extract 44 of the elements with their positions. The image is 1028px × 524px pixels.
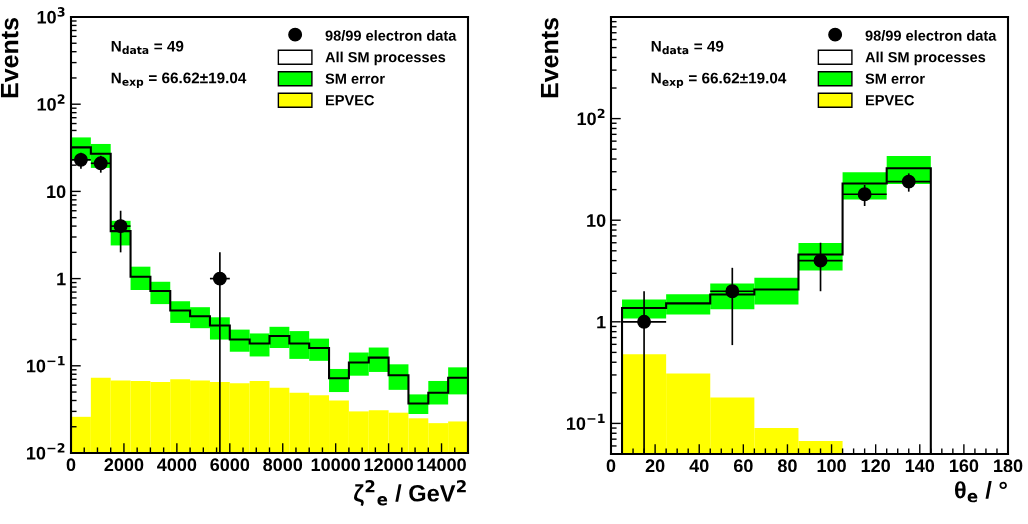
annotation: N$_{data}$ = 49	[111, 40, 184, 55]
y-tick-label: 10	[47, 185, 66, 199]
legend-label: All SM processes	[325, 51, 446, 66]
y-tick-label: 10$^{3}$	[37, 7, 65, 24]
x-axis-title: θ$_{e}$ / °	[954, 481, 1007, 503]
y-tick-label: 1	[57, 272, 66, 286]
x-tick-label: 10000	[311, 458, 361, 472]
annotation: N$_{data}$ = 49	[651, 40, 724, 55]
x-tick-label: 14000	[417, 458, 466, 472]
x-tick-label: 80	[777, 459, 797, 473]
x-tick-label: 4000	[157, 458, 197, 472]
x-tick-label: 8000	[263, 458, 303, 472]
legend-label: SM error	[325, 73, 385, 84]
x-tick-label: 0	[606, 459, 616, 473]
x-tick-label: 6000	[210, 458, 250, 472]
legend-label: EPVEC	[866, 95, 915, 106]
legend-label: EPVEC	[326, 95, 375, 106]
x-tick-label: 2000	[104, 458, 144, 472]
x-tick-label: 0	[66, 458, 76, 472]
x-tick-label: 20	[645, 459, 665, 473]
legend-label: 98/99 electron data	[325, 30, 457, 41]
y-axis-title: Events	[540, 18, 559, 98]
y-tick-label: 10	[587, 214, 606, 227]
y-axis-title: Events	[0, 18, 19, 98]
y-tick-label: 10$^{−1}$	[567, 413, 605, 431]
legend-label: SM error	[865, 73, 925, 84]
x-tick-label: 140	[905, 459, 935, 473]
y-tick-label: 10$^{2}$	[37, 94, 65, 111]
x-tick-label: 160	[949, 459, 979, 473]
x-tick-label: 100	[817, 459, 846, 473]
y-tick-label: 10$^{2}$	[577, 108, 605, 126]
y-tick-label: 1	[597, 315, 606, 329]
annotation: N$_{exp}$ = 66.62±19.04	[651, 72, 787, 89]
x-tick-label: 120	[861, 459, 890, 473]
x-tick-label: 12000	[364, 458, 413, 472]
y-tick-label: 10$^{−2}$	[27, 443, 65, 460]
legend-label: 98/99 electron data	[865, 30, 997, 41]
annotation: N$_{exp}$ = 66.62±19.04	[111, 72, 247, 88]
x-axis-title: ζ$^{2}$$_{e}$ / GeV$^{2}$	[354, 480, 466, 506]
x-tick-label: 40	[689, 459, 709, 473]
legend-label: All SM processes	[865, 51, 986, 66]
y-tick-label: 10$^{−1}$	[27, 356, 65, 373]
x-tick-label: 180	[994, 459, 1023, 473]
x-tick-label: 60	[733, 459, 753, 473]
